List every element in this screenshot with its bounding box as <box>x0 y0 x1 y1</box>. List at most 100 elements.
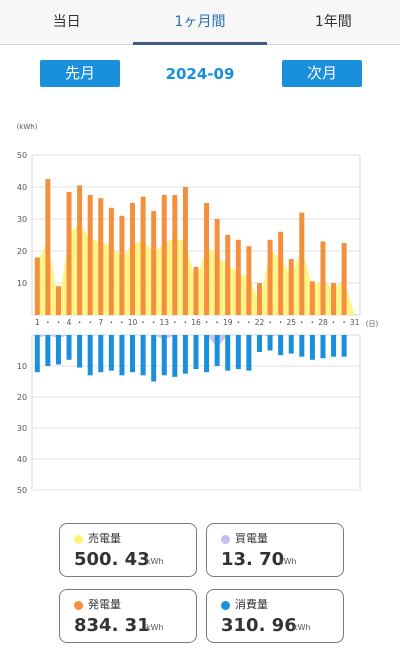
generation-bar <box>151 211 157 315</box>
consumption-bars <box>34 335 347 382</box>
sell-label: 売電量 <box>88 532 121 545</box>
x-tick-label: 28 <box>318 318 328 327</box>
x-tick-label: ・ <box>55 318 63 327</box>
x-tick-label: ・ <box>266 318 274 327</box>
generation-bar <box>119 215 125 315</box>
generation-bar <box>288 259 294 315</box>
generation-bar <box>225 235 231 315</box>
consumption-label: 消費量 <box>235 598 268 611</box>
consumption-bar <box>34 335 40 373</box>
summary-card-buy: 買電量 13. 70 kWh <box>206 523 344 577</box>
period-tabs: 当日 1ヶ月間 1年間 <box>0 0 400 45</box>
lower-y-tick-label: 30 <box>17 424 27 433</box>
consumption-bar <box>214 335 220 366</box>
lower-y-tick-label: 50 <box>17 486 27 495</box>
consumption-bar <box>45 335 51 366</box>
next-month-button[interactable]: 次月 <box>282 60 362 87</box>
x-tick-label: 4 <box>67 318 72 327</box>
generation-bar <box>108 207 114 315</box>
tab-month[interactable]: 1ヶ月間 <box>133 0 267 45</box>
generation-value: 834. 31 <box>74 615 150 636</box>
consumption-bar <box>161 335 167 376</box>
buy-unit: kWh <box>279 557 297 566</box>
consumption-bar <box>309 335 315 360</box>
generation-bar <box>331 283 337 315</box>
consumption-bar <box>140 335 146 376</box>
buy-label: 買電量 <box>235 532 268 545</box>
generation-bar <box>77 185 83 315</box>
generation-bar <box>214 219 220 315</box>
x-unit-label: (日) <box>366 320 379 328</box>
generation-bar <box>55 286 61 315</box>
consumption-bar <box>66 335 72 360</box>
x-tick-label: 22 <box>255 318 265 327</box>
consumption-bar <box>331 335 337 357</box>
upper-y-tick-label: 10 <box>17 279 27 288</box>
generation-bar <box>341 243 347 315</box>
consumption-bar <box>256 335 262 353</box>
sell-legend-dot <box>74 535 83 544</box>
consumption-bar <box>320 335 326 359</box>
x-tick-label: ・ <box>298 318 306 327</box>
consumption-bar <box>204 335 210 373</box>
x-tick-label: 25 <box>286 318 296 327</box>
consumption-bar <box>267 335 273 351</box>
x-tick-label: ・ <box>108 318 116 327</box>
generation-bar <box>278 231 284 315</box>
consumption-unit: kWh <box>293 623 311 632</box>
generation-bar <box>182 187 188 315</box>
consumption-bar <box>55 335 61 365</box>
summary-card-sell: 売電量 500. 43 kWh <box>59 523 197 577</box>
consumption-bar <box>278 335 284 356</box>
sell-value: 500. 43 <box>74 549 150 570</box>
generation-bar <box>256 283 262 315</box>
consumption-bar <box>98 335 104 373</box>
upper-y-tick-label: 50 <box>17 151 27 160</box>
x-tick-label: ・ <box>86 318 94 327</box>
lower-y-tick-label: 20 <box>17 393 27 402</box>
generation-bar <box>193 267 199 315</box>
generation-bar <box>235 239 241 315</box>
generation-bar <box>320 241 326 315</box>
generation-bar <box>87 195 93 315</box>
x-tick-label: ・ <box>182 318 190 327</box>
generation-bar <box>66 191 72 315</box>
consumption-bar <box>87 335 93 376</box>
consumption-bar <box>151 335 157 382</box>
tab-day[interactable]: 当日 <box>52 14 81 30</box>
sell-unit: kWh <box>146 557 164 566</box>
consumption-bar <box>299 335 305 357</box>
buy-legend-dot <box>221 535 230 544</box>
sell-area <box>37 222 355 315</box>
consumption-bar <box>341 335 347 357</box>
summary-card-generation: 発電量 834. 31 kWh <box>59 589 197 643</box>
x-tick-label: 7 <box>98 318 103 327</box>
x-tick-label: ・ <box>118 318 126 327</box>
generation-unit: kWh <box>146 623 164 632</box>
generation-bar <box>299 212 305 315</box>
tab-year[interactable]: 1年間 <box>314 14 352 30</box>
x-tick-label: ・ <box>245 318 253 327</box>
upper-y-tick-label: 40 <box>17 183 27 192</box>
y-unit-label: (kWh) <box>17 123 38 131</box>
generation-bar <box>161 195 167 315</box>
x-tick-label: 19 <box>223 318 233 327</box>
x-tick-label: 10 <box>128 318 138 327</box>
generation-bar <box>45 179 51 315</box>
x-tick-label: ・ <box>277 318 285 327</box>
generation-bar <box>130 203 136 315</box>
consumption-bar <box>77 335 83 368</box>
x-tick-label: ・ <box>203 318 211 327</box>
previous-month-button[interactable]: 先月 <box>40 60 120 87</box>
generation-bars <box>34 179 347 315</box>
x-tick-label: ・ <box>235 318 243 327</box>
x-tick-label: ・ <box>309 318 317 327</box>
buy-value: 13. 70 <box>221 549 285 570</box>
x-tick-label: ・ <box>139 318 147 327</box>
x-tick-label: ・ <box>213 318 221 327</box>
consumption-bar <box>193 335 199 370</box>
sell-area-path <box>37 222 355 315</box>
consumption-bar <box>172 335 178 377</box>
period-label: 2024-09 <box>165 65 235 83</box>
consumption-bar <box>225 335 231 371</box>
